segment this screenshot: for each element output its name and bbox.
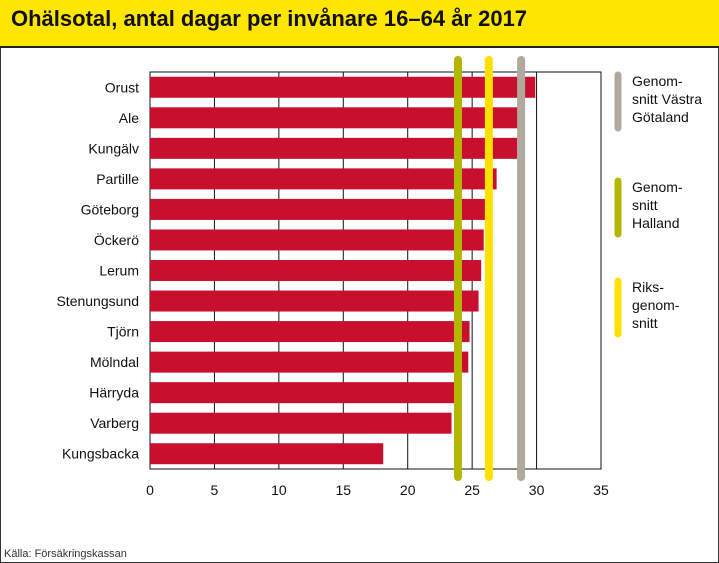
category-label: Lerum	[99, 263, 139, 279]
reference-lines	[453, 56, 526, 481]
category-label: Tjörn	[107, 324, 139, 340]
x-tick-label: 10	[271, 482, 287, 498]
category-label: Öckerö	[94, 231, 139, 248]
bar	[150, 321, 470, 343]
legend-label: Halland	[632, 215, 679, 231]
category-label: Partille	[96, 171, 139, 187]
category-label: Orust	[105, 79, 139, 95]
x-tick-label: 5	[211, 482, 219, 498]
x-tick-label: 15	[335, 482, 351, 498]
bar	[150, 76, 536, 98]
category-label: Stenungsund	[56, 293, 139, 309]
legend-label: snitt	[632, 197, 658, 213]
category-label: Kungsbacka	[62, 446, 139, 462]
bar	[150, 229, 484, 251]
legend-label: snitt Västra	[632, 91, 702, 107]
legend-label: genom-	[632, 297, 680, 313]
category-label: Göteborg	[81, 201, 139, 217]
category-label: Härryda	[89, 385, 139, 401]
category-label: Ale	[119, 110, 139, 126]
legend-label: Götaland	[632, 109, 689, 125]
legend-label: snitt	[632, 315, 658, 331]
title-band	[0, 0, 719, 48]
bar	[150, 168, 497, 190]
bars	[150, 76, 536, 465]
category-labels: Orust Ale Kungälv Partille Göteborg Öckerö Ler…	[56, 79, 139, 461]
x-tick-labels: 0 5 10 15 20 25 30 35	[146, 482, 609, 498]
source-note: Källa: Försäkringskassan	[4, 548, 127, 560]
x-tick-label: 0	[146, 482, 154, 498]
legend-label: Riks-	[632, 279, 664, 295]
legend-label: Genom-	[632, 73, 683, 89]
bar	[150, 198, 486, 220]
legend-label: Genom-	[632, 179, 683, 195]
title-divider	[0, 46, 719, 48]
bar	[150, 107, 525, 129]
bar	[150, 412, 452, 434]
x-tick-label: 25	[464, 482, 480, 498]
bar	[150, 137, 518, 159]
category-label: Mölndal	[90, 354, 139, 370]
category-label: Varberg	[90, 415, 139, 431]
bar	[150, 351, 469, 373]
category-label: Kungälv	[88, 140, 139, 156]
bar	[150, 382, 455, 404]
x-tick-label: 30	[529, 482, 545, 498]
chart-title: Ohälsotal, antal dagar per invånare 16–6…	[11, 6, 528, 31]
bar	[150, 260, 482, 281]
bar	[150, 443, 384, 465]
x-tick-label: 35	[593, 482, 609, 498]
x-tick-label: 20	[400, 482, 416, 498]
legend: Genom-snitt Västra Götaland Genom-snitt Hal…	[614, 71, 702, 338]
bar	[150, 290, 479, 312]
